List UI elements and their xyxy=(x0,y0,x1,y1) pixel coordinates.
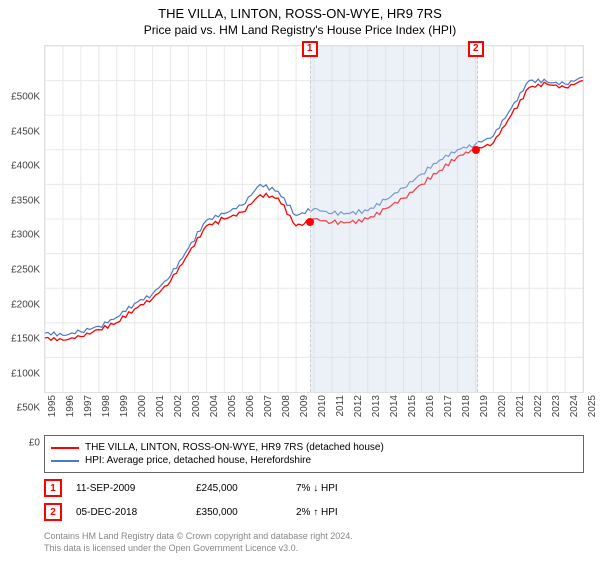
x-tick-label: 2007 xyxy=(263,395,274,417)
chart-title: THE VILLA, LINTON, ROSS-ON-WYE, HR9 7RS xyxy=(0,6,600,21)
x-tick-label: 2018 xyxy=(461,395,472,417)
x-tick-label: 2010 xyxy=(317,395,328,417)
legend-item: THE VILLA, LINTON, ROSS-ON-WYE, HR9 7RS … xyxy=(51,442,577,453)
y-tick-label: £300K xyxy=(11,230,40,241)
y-tick-label: £150K xyxy=(11,334,40,345)
x-tick-label: 2014 xyxy=(389,395,400,417)
sale-price: £350,000 xyxy=(196,507,296,518)
x-tick-label: 2011 xyxy=(335,395,346,417)
sale-row-marker: 1 xyxy=(44,479,62,497)
chart-plot-area: 12 xyxy=(44,45,584,393)
x-tick-label: 2020 xyxy=(497,395,508,417)
x-tick-label: 1996 xyxy=(65,395,76,417)
x-tick-label: 2019 xyxy=(479,395,490,417)
footer-line-1: Contains HM Land Registry data © Crown c… xyxy=(44,531,584,543)
legend-item: HPI: Average price, detached house, Here… xyxy=(51,455,577,466)
x-tick-label: 2015 xyxy=(407,395,418,417)
x-tick-label: 2025 xyxy=(587,395,598,417)
sales-records: 1 11-SEP-2009 £245,000 7% ↓ HPI 2 05-DEC… xyxy=(0,479,600,521)
sale-point-2 xyxy=(472,146,480,154)
x-tick-label: 2021 xyxy=(515,395,526,417)
y-tick-label: £50K xyxy=(17,403,40,414)
chart-container: { "title": "THE VILLA, LINTON, ROSS-ON-W… xyxy=(0,6,600,566)
x-tick-label: 2006 xyxy=(245,395,256,417)
sale-point-1 xyxy=(306,218,314,226)
sale-price: £245,000 xyxy=(196,483,296,494)
y-tick-label: £0 xyxy=(29,438,40,449)
x-tick-label: 2024 xyxy=(569,395,580,417)
sale-row-marker: 2 xyxy=(44,503,62,521)
x-tick-label: 1998 xyxy=(101,395,112,417)
highlighted-period-band xyxy=(310,46,478,392)
y-tick-label: £200K xyxy=(11,299,40,310)
x-tick-label: 2017 xyxy=(443,395,454,417)
x-tick-label: 2001 xyxy=(155,395,166,417)
sale-vs-hpi: 2% ↑ HPI xyxy=(296,507,396,518)
x-tick-label: 2008 xyxy=(281,395,292,417)
y-tick-label: £500K xyxy=(11,92,40,103)
sale-date: 05-DEC-2018 xyxy=(76,507,196,518)
x-tick-label: 2000 xyxy=(137,395,148,417)
sale-record-row: 1 11-SEP-2009 £245,000 7% ↓ HPI xyxy=(44,479,584,497)
legend: THE VILLA, LINTON, ROSS-ON-WYE, HR9 7RS … xyxy=(44,435,584,473)
x-tick-label: 2013 xyxy=(371,395,382,417)
x-tick-label: 1995 xyxy=(47,395,58,417)
x-tick-label: 2005 xyxy=(227,395,238,417)
x-tick-label: 2003 xyxy=(191,395,202,417)
x-tick-label: 2002 xyxy=(173,395,184,417)
x-tick-label: 1997 xyxy=(83,395,94,417)
x-tick-label: 2009 xyxy=(299,395,310,417)
sale-record-row: 2 05-DEC-2018 £350,000 2% ↑ HPI xyxy=(44,503,584,521)
legend-swatch xyxy=(51,447,79,449)
sale-marker-box-1: 1 xyxy=(302,41,318,57)
chart-subtitle: Price paid vs. HM Land Registry's House … xyxy=(0,23,600,37)
x-tick-label: 2012 xyxy=(353,395,364,417)
y-axis-labels: £0£50K£100K£150K£200K£250K£300K£350K£400… xyxy=(0,97,44,443)
x-tick-label: 2016 xyxy=(425,395,436,417)
x-tick-label: 2022 xyxy=(533,395,544,417)
sale-vs-hpi: 7% ↓ HPI xyxy=(296,483,396,494)
y-tick-label: £350K xyxy=(11,195,40,206)
legend-label: THE VILLA, LINTON, ROSS-ON-WYE, HR9 7RS … xyxy=(85,442,384,453)
footer-attribution: Contains HM Land Registry data © Crown c… xyxy=(44,531,584,554)
sale-date: 11-SEP-2009 xyxy=(76,483,196,494)
y-tick-label: £100K xyxy=(11,368,40,379)
sale-marker-box-2: 2 xyxy=(468,41,484,57)
y-tick-label: £450K xyxy=(11,126,40,137)
y-tick-label: £400K xyxy=(11,161,40,172)
x-tick-label: 2023 xyxy=(551,395,562,417)
footer-line-2: This data is licensed under the Open Gov… xyxy=(44,543,584,555)
legend-swatch xyxy=(51,460,79,462)
legend-label: HPI: Average price, detached house, Here… xyxy=(85,455,311,466)
x-axis-labels: 1995 1996 1997 1998 1999 2000 2001 2002 2003 2004… xyxy=(44,395,584,431)
x-tick-label: 2004 xyxy=(209,395,220,417)
x-tick-label: 1999 xyxy=(119,395,130,417)
y-tick-label: £250K xyxy=(11,265,40,276)
